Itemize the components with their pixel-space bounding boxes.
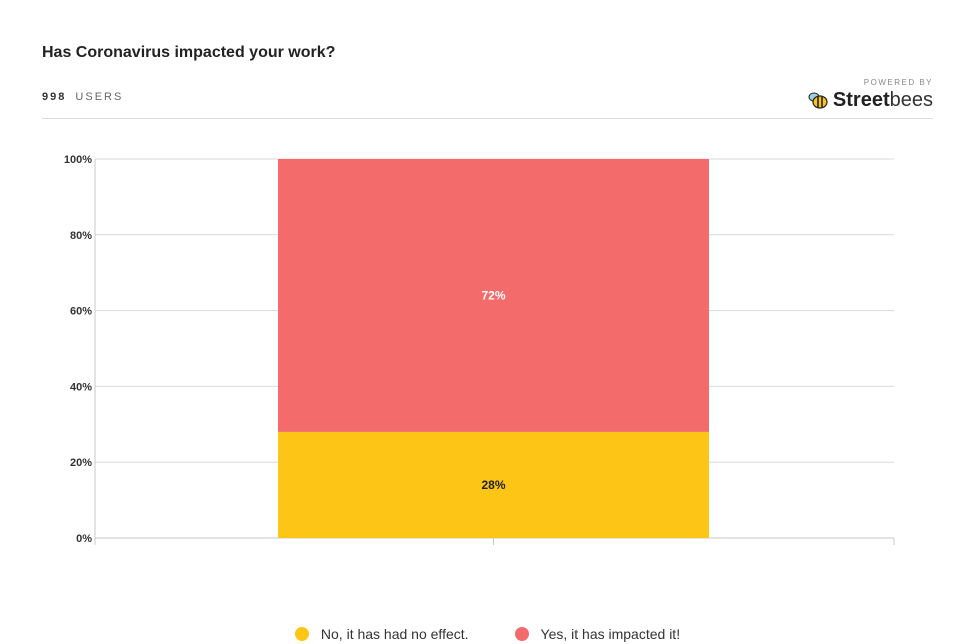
header-divider xyxy=(42,118,933,119)
user-count-label: USERS xyxy=(75,91,124,103)
y-tick-label: 60% xyxy=(70,306,92,318)
legend-label-impacted: Yes, it has impacted it! xyxy=(540,626,681,642)
legend-swatch-impacted xyxy=(514,627,529,641)
legend: No, it has had no effect. Yes, it has im… xyxy=(0,626,975,642)
y-tick-label: 100% xyxy=(64,154,92,166)
powered-by: POWERED BY Street bees xyxy=(807,78,933,115)
powered-by-label: POWERED BY xyxy=(863,78,933,87)
legend-item-impacted[interactable]: Yes, it has impacted it! xyxy=(514,626,681,642)
data-label-no-effect: 28% xyxy=(481,478,505,492)
brand-name-light: bees xyxy=(889,89,933,111)
legend-swatch-no-effect xyxy=(294,627,309,641)
stacked-bar-chart: 0% 20% 40% 60% 80% 100% 28% 72% xyxy=(64,154,895,545)
y-tick-label: 0% xyxy=(76,533,92,545)
legend-label-no-effect: No, it has had no effect. xyxy=(320,626,469,642)
y-tick-label: 40% xyxy=(70,381,92,393)
brand-logo: Street bees xyxy=(807,89,933,112)
bar-segment-impacted[interactable] xyxy=(278,159,709,432)
bar-segment-no-effect[interactable] xyxy=(278,431,709,538)
brand-name-bold: Street xyxy=(832,89,890,111)
data-label-impacted: 72% xyxy=(481,288,505,302)
user-count-value: 998 xyxy=(42,91,67,103)
y-tick-label: 80% xyxy=(70,230,92,242)
y-tick-label: 20% xyxy=(70,457,92,469)
legend-item-no-effect[interactable]: No, it has had no effect. xyxy=(294,626,469,642)
bee-icon xyxy=(808,92,828,109)
user-count: 998 USERS xyxy=(42,91,123,103)
chart-title: Has Coronavirus impacted your work? xyxy=(42,44,336,61)
